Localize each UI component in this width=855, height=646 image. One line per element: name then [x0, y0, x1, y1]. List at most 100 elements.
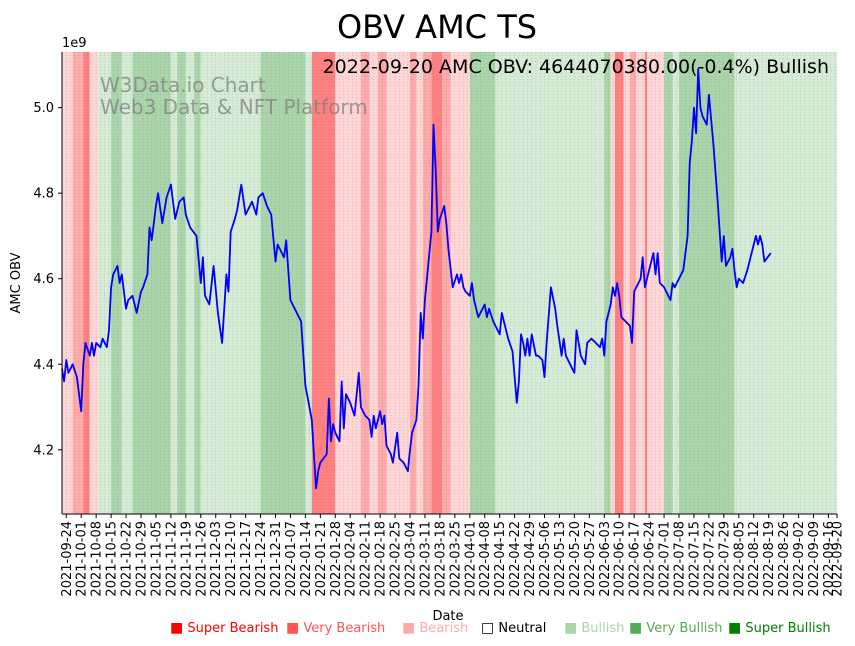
band-bullish — [209, 52, 261, 514]
legend-label: Bullish — [581, 621, 625, 636]
legend-item-super-bullish: ■ Super Bullish — [728, 620, 831, 636]
x-tick-label: 2022-09-16 — [822, 521, 837, 597]
x-tick-label: 2022-07-15 — [688, 521, 703, 597]
x-tick-label: 2022-02-25 — [389, 521, 404, 597]
x-tick-label: 2022-08-26 — [777, 521, 792, 597]
band-bullish — [495, 52, 605, 514]
x-tick-label: 2022-04-22 — [508, 521, 523, 597]
x-tick-label: 2022-05-06 — [538, 521, 553, 597]
x-tick-label: 2022-06-24 — [643, 521, 658, 597]
x-tick-label: 2022-02-04 — [344, 521, 359, 597]
watermark-line-1: W3Data.io Chart — [100, 73, 266, 97]
band-very-bullish — [132, 52, 141, 514]
x-axis-label: Date — [432, 609, 463, 624]
legend-label: Very Bearish — [303, 621, 386, 636]
band-very-bullish — [111, 52, 122, 514]
x-tick-label: 2022-08-12 — [747, 521, 762, 597]
band-bullish — [305, 52, 312, 514]
band-very-bullish — [260, 52, 306, 514]
x-tick-label: 2022-07-29 — [717, 521, 732, 597]
band-bearish — [386, 52, 411, 514]
band-bearish — [62, 52, 73, 514]
x-tick-label: 2021-12-24 — [254, 521, 269, 597]
x-tick-label: 2022-04-15 — [493, 521, 508, 597]
x-tick-label: 2021-12-10 — [224, 521, 239, 597]
band-bullish — [672, 52, 680, 514]
band-very-bullish — [484, 52, 496, 514]
x-tick-label: 2022-03-11 — [418, 521, 433, 597]
legend-label: Neutral — [498, 621, 547, 636]
legend-label: Bearish — [419, 621, 469, 636]
band-bullish — [170, 52, 178, 514]
legend-item-neutral: □ Neutral — [481, 620, 547, 636]
y-tick-label: 5.0 — [33, 101, 54, 116]
x-tick-label: 2021-10-29 — [135, 521, 150, 597]
band-super-bearish — [431, 52, 443, 514]
band-very-bullish — [604, 52, 611, 514]
x-tick-label: 2021-10-01 — [75, 521, 90, 597]
band-bullish — [121, 52, 133, 514]
legend-item-bearish: ■ Bearish — [402, 620, 469, 636]
x-tick-label: 2022-06-17 — [628, 521, 643, 597]
band-bearish — [636, 52, 645, 514]
band-very-bearish — [629, 52, 637, 514]
x-tick-label: 2022-05-13 — [553, 521, 568, 597]
x-tick-label: 2022-07-22 — [702, 521, 717, 597]
band-very-bearish — [72, 52, 84, 514]
x-tick-label: 2022-09-02 — [792, 521, 807, 597]
x-tick-label: 2022-03-04 — [404, 521, 419, 597]
legend: ■ Super Bearish ■ Very Bearish ■ Bearish… — [170, 620, 850, 638]
band-very-bearish — [410, 52, 417, 514]
x-tick-label: 2022-06-10 — [613, 521, 628, 597]
x-tick-label: 2022-03-25 — [448, 521, 463, 597]
watermark-line-2: Web3 Data & NFT Platform — [100, 95, 368, 119]
x-tick-label: 2022-03-18 — [433, 521, 448, 597]
x-tick-label: 2022-01-21 — [314, 521, 329, 597]
legend-label: Super Bullish — [745, 621, 831, 636]
x-tick-label: 2022-06-03 — [598, 521, 613, 597]
x-tick-label: 2021-10-22 — [120, 521, 135, 597]
x-tick-label: 2021-12-03 — [209, 521, 224, 597]
x-tick-label: 2022-05-20 — [568, 521, 583, 597]
band-bearish — [416, 52, 423, 514]
x-tick-label: 2021-11-12 — [164, 521, 179, 597]
band-super-bearish — [83, 52, 90, 514]
band-bearish — [623, 52, 630, 514]
x-tick-label: 2021-12-31 — [269, 521, 284, 597]
x-tick-label: 2022-02-11 — [359, 521, 374, 597]
y-axis-label: AMC OBV — [9, 252, 24, 313]
obv-annotation: 2022-09-20 AMC OBV: 4644070380.00(-0.4%)… — [323, 56, 829, 78]
obv-series — [61, 68, 772, 490]
legend-item-super-bearish: ■ Super Bearish — [170, 620, 279, 636]
x-tick-label: 2022-08-05 — [732, 521, 747, 597]
x-tick-label: 2021-11-26 — [194, 521, 209, 597]
y-tick-label: 4.4 — [33, 358, 54, 373]
band-super-bearish — [614, 52, 624, 514]
legend-label: Very Bullish — [646, 621, 723, 636]
x-tick-label: 2022-01-28 — [329, 521, 344, 597]
axes — [61, 52, 837, 515]
legend-item-very-bullish: ■ Very Bullish — [629, 620, 723, 636]
y-tick-label: 4.2 — [33, 443, 54, 458]
x-tick-label: 2022-01-14 — [299, 521, 314, 597]
x-tick-label: 2021-10-15 — [105, 521, 120, 597]
y-tick-label: 4.6 — [33, 272, 54, 287]
band-very-bullish — [194, 52, 201, 514]
x-tick-label: 2022-04-01 — [463, 521, 478, 597]
y-ticks: 4.2 4.4 4.6 4.8 5.0 — [33, 101, 62, 458]
x-tick-label: 2022-05-27 — [583, 521, 598, 597]
x-tick-label: 2022-07-01 — [658, 521, 673, 597]
x-tick-label: 2021-11-19 — [179, 521, 194, 597]
x-ticks: 2021-09-24 2021-10-01 2021-10-08 2021-10-15… — [60, 514, 846, 597]
x-tick-label: 2022-01-07 — [284, 521, 299, 597]
background-bands — [62, 52, 837, 514]
chart-title: OBV AMC TS — [337, 8, 537, 46]
band-bearish — [450, 52, 470, 514]
x-tick-label: 2021-12-17 — [239, 521, 254, 597]
legend-item-very-bearish: ■ Very Bearish — [286, 620, 386, 636]
legend-item-bullish: ■ Bullish — [564, 620, 625, 636]
band-very-bullish — [469, 52, 485, 514]
y-multiplier: 1e9 — [62, 36, 87, 51]
x-tick-label: 2022-04-29 — [523, 521, 538, 597]
